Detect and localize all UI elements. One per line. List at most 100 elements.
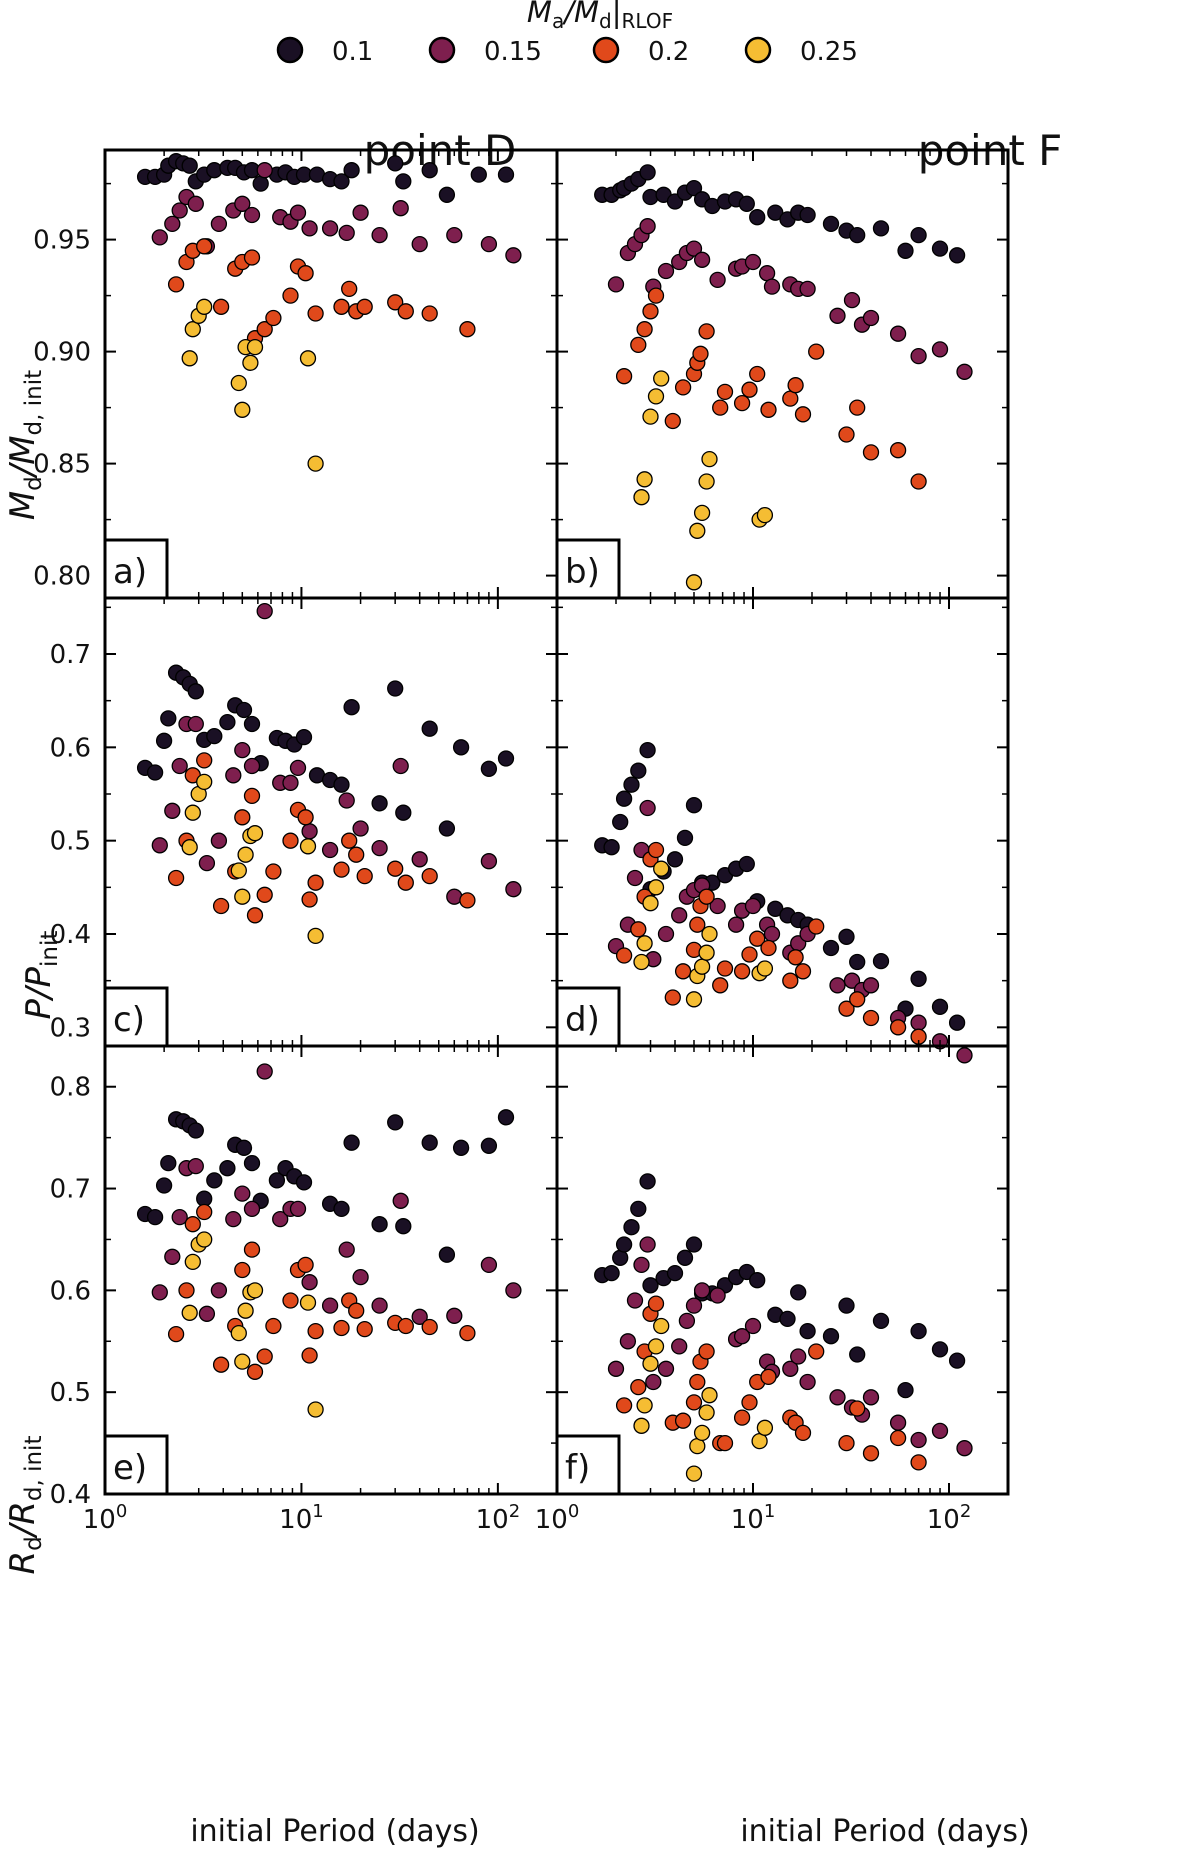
data-point [395,173,412,190]
data-point [395,804,412,821]
data-point [265,863,282,880]
data-point [671,907,688,924]
data-point [352,820,369,837]
data-point [395,1218,412,1235]
y-label-mass: Md/Md, init [3,370,47,520]
data-point [243,1241,261,1258]
data-point [219,713,236,731]
data-point [647,287,665,304]
data-point [760,1368,777,1386]
data-point [639,1236,656,1253]
data-point [289,759,307,777]
y-tick-label: 0.5 [50,1378,91,1408]
data-point [630,921,647,938]
data-point [849,399,866,416]
data-point [184,1253,201,1271]
data-point [931,1422,949,1440]
data-point [252,175,269,192]
data-point [356,867,373,885]
data-point [268,1172,286,1189]
data-point [716,383,734,401]
x-tick-label: 100 [535,1501,580,1535]
legend-marker [592,36,620,64]
data-point [212,1356,230,1373]
data-point [889,1019,907,1036]
data-point [234,401,251,418]
data-point [234,1261,251,1279]
series-0-15 [607,1236,973,1457]
data-point [657,262,675,280]
data-point [164,802,181,819]
data-point [459,1324,476,1342]
data-point [299,350,317,367]
data-point [948,1014,966,1031]
data-point [234,1353,251,1370]
data-point [392,1192,409,1209]
series-0-1 [136,664,515,837]
data-point [243,1200,261,1218]
data-point [297,1256,314,1274]
series-0-15 [607,218,973,380]
data-point [642,188,659,206]
data-point [387,680,404,697]
data-point [790,1348,807,1365]
data-point [910,1431,927,1449]
series-0-1 [594,741,966,1031]
data-point [301,1347,318,1364]
data-point [630,1378,647,1396]
data-point [230,374,247,392]
data-point [397,303,414,320]
x-label-right: initial Period (days) [740,1814,1029,1849]
data-point [733,1328,751,1345]
data-point [187,1122,204,1139]
data-point [198,1305,216,1322]
panel-frame [555,1044,1010,1496]
data-point [301,823,318,840]
data-point [397,1317,414,1335]
data-point [343,162,360,179]
data-point [763,925,781,943]
data-point [872,952,890,970]
data-point [689,1373,706,1391]
data-point [698,888,715,905]
data-point [243,1154,261,1172]
data-point [612,1249,629,1266]
data-point [674,379,692,396]
data-point [633,489,650,506]
data-point [787,949,804,966]
data-point [712,977,729,994]
data-point [897,242,914,259]
data-point [738,195,755,212]
data-point [196,773,213,791]
data-point [666,851,684,868]
series-0-25 [181,773,324,945]
legend-title: Ma/Md|RLOF [527,0,673,33]
series-0-25 [633,370,774,591]
data-point [196,1203,213,1221]
data-point [692,345,709,362]
data-point [187,715,204,733]
data-point [889,1429,907,1447]
data-point [411,235,428,253]
data-point [838,426,855,443]
y-tick-label: 0.4 [50,1480,91,1510]
data-point [838,928,855,945]
data-point [356,1320,373,1338]
data-point [392,200,409,217]
x-tick-label: 101 [731,1501,776,1535]
data-point [787,377,804,394]
data-point [505,881,522,898]
data-point [733,963,751,980]
data-point [307,305,324,322]
data-point [459,892,476,909]
y-label-radius: Rd/Rd, init [3,1436,47,1575]
data-point [698,473,715,490]
data-point [698,944,715,961]
data-point [693,251,711,268]
data-point [338,792,355,809]
data-point [181,350,198,367]
data-point [862,1389,880,1406]
data-point [387,155,404,172]
legend-label: 0.1 [332,37,373,67]
data-point [956,1047,973,1064]
